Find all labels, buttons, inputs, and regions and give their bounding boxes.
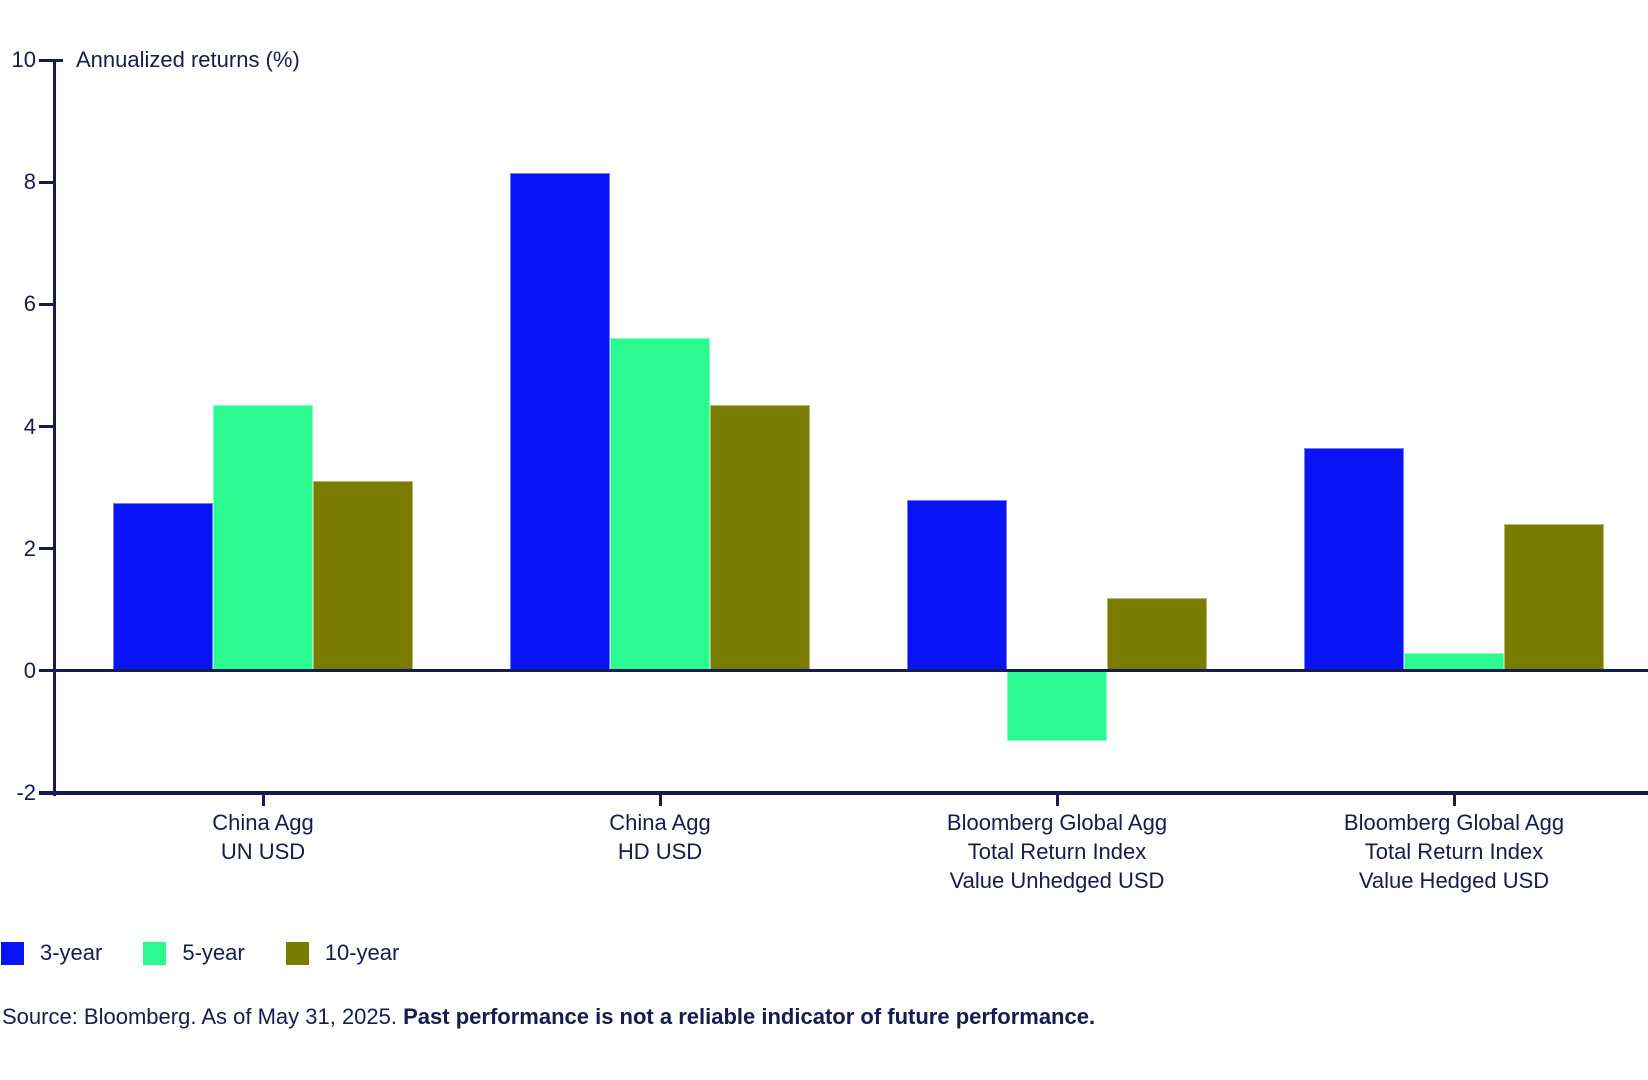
x-tick <box>1055 795 1059 806</box>
y-tick-label: -2 <box>16 780 36 805</box>
bar-3-year-2 <box>510 173 610 671</box>
bar-10-year-3 <box>1107 597 1207 671</box>
bar-5-year-3 <box>1007 670 1107 742</box>
y-tick-label: 4 <box>23 413 36 439</box>
y-tick <box>39 547 53 551</box>
bar-5-year-2 <box>610 337 710 671</box>
disclaimer-text: Past performance is not a reliable indic… <box>403 1004 1096 1029</box>
y-tick-label: 2 <box>23 535 36 561</box>
bar-5-year-1 <box>213 405 313 671</box>
zero-line <box>39 669 1648 673</box>
legend-label: 5-year <box>182 940 245 965</box>
legend-item-3-year: 3-year <box>1 940 102 966</box>
y-tick <box>39 302 53 306</box>
x-tick <box>1452 795 1456 806</box>
legend-item-10-year: 10-year <box>285 940 400 966</box>
y-tick-label: 0 <box>23 657 36 683</box>
x-tick <box>261 795 265 806</box>
y-tick <box>39 58 63 62</box>
x-tick <box>658 795 662 806</box>
bar-3-year-4 <box>1304 447 1404 671</box>
y-tick <box>39 425 53 428</box>
y-axis-title: Annualized returns (%) <box>76 47 300 72</box>
x-axis-line <box>39 791 1648 795</box>
legend-swatch-5-year <box>143 941 167 965</box>
y-tick-label: 6 <box>23 291 36 317</box>
source-text: Source: Bloomberg. As of May 31, 2025. <box>2 1004 404 1029</box>
bar-10-year-2 <box>710 405 810 671</box>
legend-swatch-3-year <box>1 941 24 965</box>
category-label: China Agg UN USD <box>212 810 314 864</box>
y-tick-label: 8 <box>23 169 36 195</box>
category-label: Bloomberg Global Agg Total Return Index … <box>1343 810 1565 893</box>
bar-3-year-1 <box>113 502 213 671</box>
legend-label: 10-year <box>324 940 400 965</box>
legend-label: 3-year <box>40 940 103 965</box>
bar-10-year-4 <box>1504 524 1604 671</box>
y-tick-label: 10 <box>11 47 36 72</box>
legend: 3-year 5-year 10-year <box>1 940 399 966</box>
category-label: China Agg HD USD <box>609 810 711 864</box>
bar-10-year-1 <box>313 481 413 671</box>
legend-swatch-10-year <box>285 941 309 965</box>
bar-3-year-3 <box>907 499 1007 671</box>
legend-item-5-year: 5-year <box>143 940 245 966</box>
bar-5-year-4 <box>1404 652 1504 671</box>
source-note: Source: Bloomberg. As of May 31, 2025. P… <box>2 1002 1095 1032</box>
y-axis-line <box>53 60 56 796</box>
category-label: Bloomberg Global Agg Total Return Index … <box>946 810 1168 893</box>
y-tick <box>39 180 53 184</box>
